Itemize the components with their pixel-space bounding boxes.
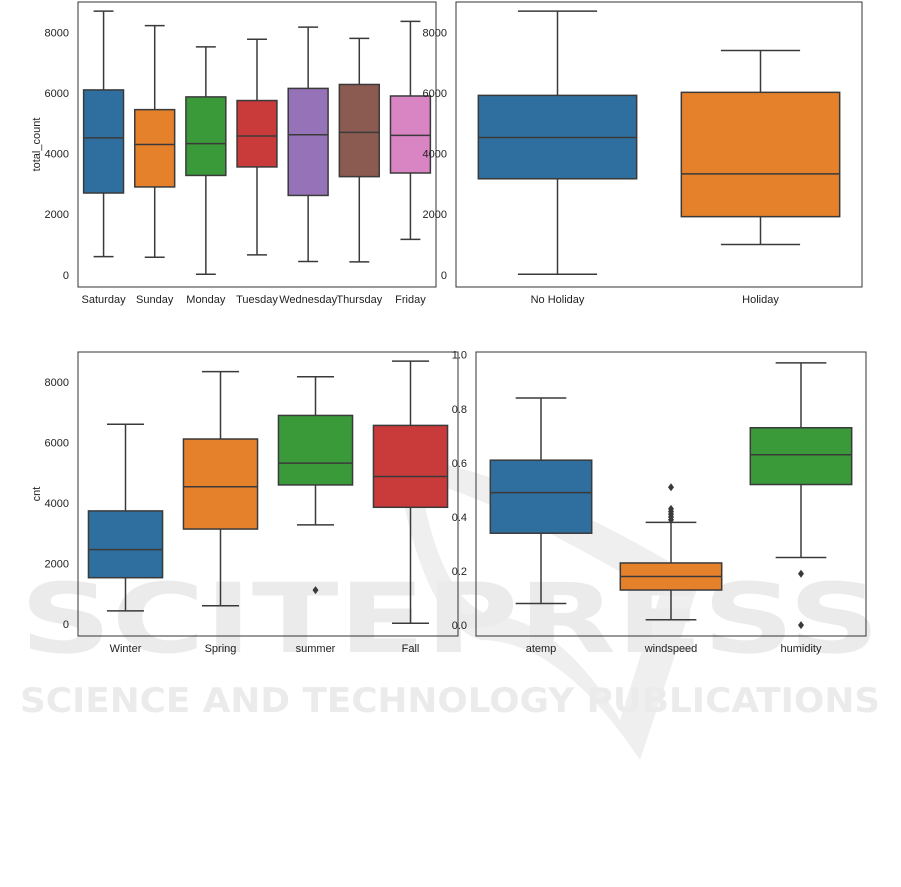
y-tick-label: 6000 [423, 88, 447, 100]
box-summer [277, 376, 354, 595]
y-tick-label: 4000 [45, 498, 69, 510]
y-tick-label: 0.2 [452, 566, 467, 578]
y-tick-label: 0.6 [452, 458, 467, 470]
box-iqr [389, 95, 432, 174]
box-winter [87, 423, 164, 612]
x-tick-label: atemp [526, 643, 557, 655]
box-windspeed [619, 483, 723, 621]
box-iqr [82, 89, 125, 194]
box-iqr [87, 510, 164, 579]
watermark: SCITEPRESS SCIENCE AND TECHNOLOGY PUBLIC… [20, 455, 880, 760]
y-tick-label: 0 [63, 619, 69, 631]
x-tick-label: windspeed [644, 643, 698, 655]
box-iqr [749, 426, 853, 486]
x-tick-label: Monday [186, 294, 226, 306]
outlier-point [798, 621, 804, 630]
box-iqr [277, 414, 354, 486]
box-atemp [489, 397, 593, 605]
chart-panel-3: 0 2000 4000 6000 8000 cnt Winter Spring summer Fa… [31, 351, 459, 655]
box-monday [185, 46, 227, 276]
chart-panel-1: 0 2000 4000 6000 8000 total_count Saturday Sund… [31, 1, 437, 306]
chart-panel-2: 0 2000 4000 6000 8000 No Holiday Holiday [423, 1, 863, 306]
box-iqr [489, 459, 593, 534]
box-iqr [185, 96, 227, 177]
box-spring [182, 370, 259, 607]
box-iqr [134, 108, 176, 188]
box-sunday [134, 24, 176, 259]
watermark-tagline: SCIENCE AND TECHNOLOGY PUBLICATIONS [20, 681, 880, 721]
box-humidity [749, 362, 853, 630]
outlier-point [312, 586, 319, 595]
y-tick-label: 2000 [423, 209, 447, 221]
plot-frame [475, 351, 867, 637]
y-tick-label: 0.8 [452, 404, 467, 416]
y-tick-label: 1.0 [452, 350, 467, 362]
outlier-point [668, 483, 674, 492]
y-tick-label: 8000 [423, 27, 447, 39]
box-iqr [236, 99, 278, 168]
y-tick-label: 8000 [45, 377, 69, 389]
box-friday [389, 20, 432, 241]
box-iqr [287, 87, 329, 197]
box-iqr [182, 438, 259, 530]
box-no-holiday [477, 10, 638, 276]
y-axis-label: total_count [31, 118, 43, 172]
chart-panels: 0 2000 4000 6000 8000 total_count Saturday Sund… [31, 1, 867, 655]
outlier-point [798, 569, 804, 578]
x-tick-label: Sunday [136, 294, 174, 306]
chart-panel-4: 0.0 0.2 0.4 0.6 0.8 1.0 atemp windspeed humidity [452, 350, 867, 655]
box-saturday [82, 10, 125, 258]
y-tick-label: 0 [63, 270, 69, 282]
box-thursday [338, 37, 380, 263]
x-tick-label: humidity [781, 643, 822, 655]
y-tick-label: 6000 [45, 438, 69, 450]
x-tick-label: Thursday [336, 294, 382, 306]
y-tick-label: 8000 [45, 27, 69, 39]
box-iqr [338, 83, 380, 178]
box-iqr [680, 91, 841, 218]
outlier-point [668, 504, 674, 513]
box-holiday [680, 49, 841, 246]
x-tick-label: summer [296, 643, 336, 655]
y-tick-label: 6000 [45, 88, 69, 100]
x-tick-label: Friday [395, 294, 426, 306]
y-tick-label: 4000 [45, 149, 69, 161]
x-tick-label: Tuesday [236, 294, 278, 306]
plot-frame [77, 351, 459, 637]
plot-frame [77, 1, 437, 288]
x-tick-label: Wednesday [279, 294, 337, 306]
box-tuesday [236, 38, 278, 256]
y-axis-label: cnt [31, 487, 43, 502]
x-tick-label: Winter [110, 643, 142, 655]
y-tick-label: 0.4 [452, 512, 467, 524]
x-tick-label: Holiday [742, 294, 779, 306]
y-tick-label: 2000 [45, 209, 69, 221]
box-iqr [372, 424, 449, 509]
y-tick-label: 4000 [423, 149, 447, 161]
x-tick-label: Saturday [82, 294, 127, 306]
y-tick-label: 0 [441, 270, 447, 282]
x-tick-label: Fall [402, 643, 420, 655]
plot-frame [455, 1, 863, 288]
watermark-brand: SCITEPRESS [20, 563, 880, 675]
x-tick-label: No Holiday [531, 294, 585, 306]
y-tick-label: 0.0 [452, 620, 467, 632]
x-tick-label: Spring [205, 643, 237, 655]
box-wednesday [287, 26, 329, 263]
box-fall [372, 360, 449, 625]
y-tick-label: 2000 [45, 558, 69, 570]
